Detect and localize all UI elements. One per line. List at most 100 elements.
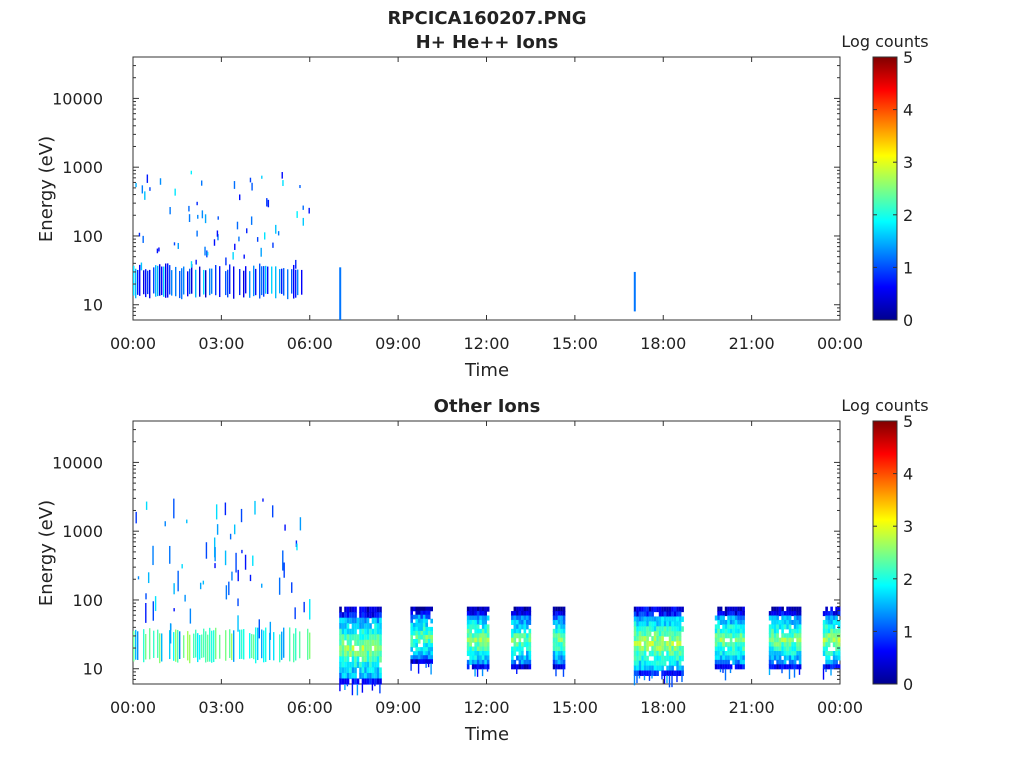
- data-cell: [366, 650, 370, 657]
- data-cell: [727, 633, 730, 639]
- data-cell: [555, 664, 558, 670]
- data-cell: [339, 634, 342, 641]
- data-cell: [676, 636, 679, 642]
- data-cell: [788, 628, 792, 634]
- data-cell: [205, 542, 208, 559]
- data-cell: [555, 650, 558, 657]
- data-cell: [476, 655, 480, 661]
- data-cell: [215, 627, 217, 660]
- data-cell: [783, 637, 787, 643]
- data-cell: [791, 637, 794, 643]
- data-cell: [636, 665, 639, 672]
- data-cell: [555, 619, 558, 625]
- data-cell: [466, 637, 470, 643]
- data-cell: [225, 630, 227, 661]
- data-cell: [771, 606, 774, 612]
- data-cell: [773, 646, 777, 652]
- data-cell: [781, 619, 784, 625]
- data-cell: [555, 642, 558, 648]
- data-cell: [646, 665, 649, 672]
- data-cell: [827, 655, 831, 661]
- data-cell: [786, 655, 789, 661]
- data-cell: [641, 606, 644, 613]
- data-cell: [359, 634, 362, 641]
- data-cell: [341, 623, 345, 630]
- data-cell: [339, 623, 342, 630]
- data-cell: [646, 636, 649, 642]
- data-cell: [481, 606, 485, 612]
- data-cell: [199, 266, 201, 297]
- data-cell: [676, 655, 679, 662]
- data-cell: [641, 645, 644, 652]
- data-cell: [832, 664, 836, 670]
- data-cell: [638, 616, 642, 622]
- data-cell: [633, 655, 637, 662]
- data-cell: [279, 634, 281, 663]
- data-cell: [137, 269, 139, 295]
- data-cell: [822, 650, 826, 657]
- data-cell: [513, 637, 517, 643]
- data-cell: [379, 617, 382, 624]
- data-cell: [518, 655, 522, 661]
- data-cell: [678, 636, 682, 642]
- data-cell: [837, 637, 841, 643]
- data-cell: [471, 664, 475, 670]
- data-cell: [791, 655, 794, 661]
- x-tick-label: 18:00: [640, 334, 686, 353]
- data-cell: [832, 650, 836, 657]
- data-cell: [827, 659, 831, 665]
- data-cell: [643, 621, 647, 627]
- data-cell: [420, 618, 423, 624]
- data-cell: [729, 633, 733, 639]
- data-cell: [354, 606, 357, 613]
- data-cell: [648, 621, 652, 627]
- data-cell: [371, 667, 375, 674]
- data-cell: [349, 672, 352, 680]
- data-cell: [243, 254, 245, 259]
- data-cell: [719, 668, 722, 673]
- data-cell: [427, 626, 431, 632]
- data-cell: [481, 633, 485, 639]
- data-cell: [717, 633, 720, 639]
- data-cell: [663, 660, 667, 667]
- data-cell: [835, 655, 838, 661]
- spectrogram-data: [133, 498, 841, 696]
- panel-other-ions: Other Ions 00:00 03:00 06:00 09:00 12:00 15:0…: [36, 396, 929, 745]
- data-cell: [149, 628, 151, 660]
- data-cell: [562, 664, 566, 670]
- data-cell: [193, 633, 195, 658]
- data-cell: [528, 628, 532, 634]
- data-cell: [727, 611, 730, 617]
- data-cell: [668, 641, 672, 647]
- colorbar-tick-label: 2: [903, 570, 913, 589]
- data-cell: [717, 646, 720, 652]
- colorbar-tick-label: 5: [903, 48, 913, 67]
- data-cell: [827, 650, 831, 657]
- data-cell: [159, 633, 161, 664]
- data-cell: [354, 650, 357, 657]
- data-cell: [417, 663, 420, 674]
- data-cell: [830, 624, 833, 630]
- data-cell: [379, 656, 382, 663]
- data-cell: [788, 642, 792, 648]
- data-cell: [557, 664, 561, 670]
- data-cell: [183, 635, 185, 658]
- data-cell: [776, 642, 779, 648]
- data-cell: [484, 624, 487, 630]
- x-tick-label: 09:00: [375, 334, 421, 353]
- data-cell: [739, 611, 743, 617]
- data-cell: [513, 664, 517, 670]
- data-cell: [361, 672, 365, 680]
- data-cell: [474, 619, 477, 625]
- data-cell: [786, 606, 789, 612]
- data-cell: [643, 650, 647, 657]
- data-cell: [641, 631, 644, 637]
- data-cell: [722, 650, 725, 657]
- data-cell: [737, 619, 740, 625]
- data-cell: [633, 611, 637, 618]
- data-cell: [648, 611, 652, 618]
- x-tick-label: 06:00: [287, 334, 333, 353]
- x-tick-label: 12:00: [463, 334, 509, 353]
- data-cell: [173, 608, 175, 612]
